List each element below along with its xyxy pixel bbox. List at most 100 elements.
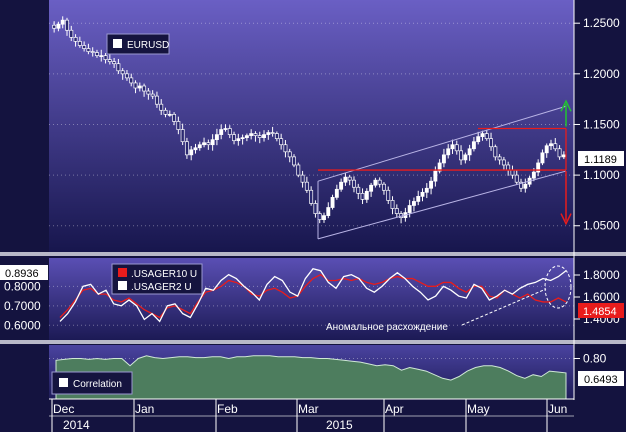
axes: 1.2500 1.2000 1.1500 1.1000 1.0500 0.8000 0.70…	[4, 16, 620, 432]
corr-last-value: 0.6493	[584, 374, 618, 386]
candle-body	[334, 188, 339, 198]
x-tick-label: May	[467, 402, 490, 416]
x-tick-label: Feb	[217, 402, 238, 416]
candle-body	[270, 132, 275, 134]
candle-body	[369, 184, 374, 192]
candle-body	[304, 181, 309, 191]
candle-body	[424, 187, 429, 193]
candle-body	[73, 37, 78, 42]
yield-right-value: 1.4854	[583, 306, 617, 318]
candle-body	[159, 103, 164, 111]
candle-body	[549, 143, 553, 147]
candle-body	[125, 73, 129, 79]
candle-body	[176, 121, 181, 130]
candle-body	[172, 113, 177, 122]
eurusd-legend-label: EURUSD	[127, 40, 169, 51]
panel-divider-2[interactable]	[0, 340, 626, 344]
candle-body	[202, 142, 207, 146]
candle-body	[437, 162, 442, 172]
x-tick-label: Apr	[385, 402, 404, 416]
candle-body	[514, 174, 519, 183]
candle-body	[523, 183, 528, 189]
anomaly-label: Аномальное расхождение	[326, 322, 448, 333]
candle-body	[386, 189, 391, 201]
candle-body	[133, 82, 138, 89]
candle-body	[296, 164, 301, 176]
yield-series	[59, 268, 567, 323]
candle-body	[420, 191, 425, 197]
candle-body	[480, 133, 485, 137]
candle-body	[210, 139, 215, 146]
channel-upper-line	[317, 105, 567, 182]
candle-body	[313, 203, 318, 214]
candle-body	[184, 141, 189, 156]
candle-body	[274, 133, 279, 139]
candle-body	[167, 113, 172, 116]
candle-body	[116, 63, 121, 72]
candle-body	[95, 52, 99, 56]
candle-body	[519, 181, 523, 189]
candle-body	[137, 85, 142, 89]
yield-line-usager2	[59, 268, 567, 323]
candle-body	[544, 145, 549, 154]
candle-body	[219, 129, 224, 135]
candle-body	[283, 144, 288, 153]
candle-body	[463, 154, 468, 161]
correlation-legend-swatch	[59, 378, 68, 387]
candle-body	[476, 136, 481, 143]
candle-body	[309, 189, 314, 204]
arrow-up-head	[560, 99, 572, 112]
candle-body	[540, 152, 545, 164]
candle-body	[484, 133, 489, 139]
candle-body	[112, 61, 117, 65]
candle-body	[446, 148, 451, 156]
correlation-legend-box	[51, 371, 133, 395]
candle-body	[292, 156, 296, 166]
candle-body	[531, 171, 536, 179]
candle-body	[150, 93, 155, 97]
usager2-legend-label: .USAGER2 U	[131, 282, 192, 293]
correlation-series	[55, 355, 567, 400]
candle-body	[244, 135, 249, 138]
candle-body	[394, 208, 399, 214]
candle-body	[146, 90, 151, 95]
price-tick-label: 1.0500	[583, 219, 620, 233]
candle-body	[86, 48, 91, 52]
candle-body	[429, 180, 434, 189]
yield-left-tick-label: 0.7000	[4, 299, 41, 313]
candle-body	[407, 205, 412, 213]
candle-body	[90, 51, 95, 53]
x-tick-label: Jun	[548, 402, 567, 416]
candle-body	[300, 174, 305, 183]
eurusd-legend-box	[106, 33, 170, 55]
yield-left-tick-label: 0.6000	[4, 318, 41, 332]
correlation-legend-label: Correlation	[73, 379, 122, 390]
candle-body	[227, 128, 232, 135]
x-year-label: 2014	[63, 418, 90, 432]
candle-body	[377, 179, 382, 185]
candle-body	[364, 190, 369, 200]
candle-body	[330, 197, 335, 208]
candle-body	[553, 143, 558, 150]
yield-line-usager10	[59, 273, 567, 319]
price-tick-label: 1.1500	[583, 117, 620, 131]
anomaly-pointer	[461, 288, 547, 326]
candle-body	[433, 170, 438, 182]
candle-body	[454, 144, 459, 152]
usager2-legend-swatch	[118, 281, 127, 290]
candle-body	[249, 133, 254, 136]
candle-body	[69, 29, 74, 38]
candle-body	[450, 144, 455, 150]
x-tick-label: Dec	[53, 402, 74, 416]
panel-divider-1[interactable]	[0, 252, 626, 256]
usager10-legend-label: .USAGER10 U	[131, 269, 197, 280]
candle-body	[103, 55, 108, 61]
arrow-down-head	[560, 213, 572, 226]
candle-body	[120, 70, 125, 75]
anomaly-ellipse	[544, 265, 572, 309]
candle-body	[416, 196, 421, 202]
candle-body	[557, 148, 562, 158]
yield-left-value: 0.8936	[5, 268, 39, 280]
